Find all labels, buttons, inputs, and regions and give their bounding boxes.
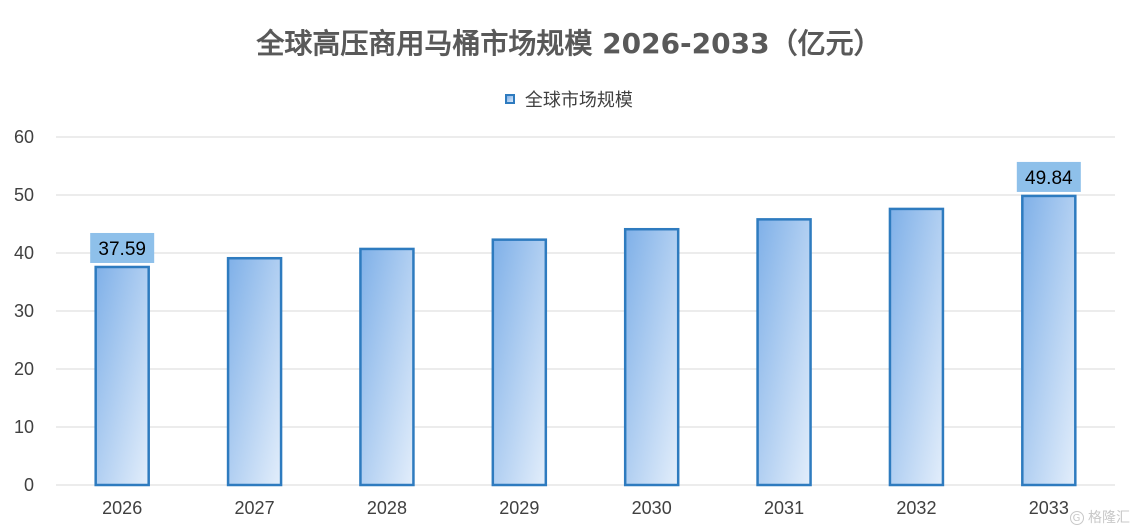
x-tick-label: 2030: [632, 498, 672, 518]
legend: 全球市场规模: [0, 86, 1138, 112]
data-label: 49.84: [1025, 168, 1073, 189]
bar: [756, 218, 812, 487]
bar: [623, 227, 680, 487]
legend-label: 全球市场规模: [524, 90, 633, 111]
bar: [359, 247, 415, 487]
y-tick-label: 0: [24, 475, 34, 495]
data-label-box: [1016, 161, 1081, 192]
chart-title: 全球高压商用马桶市场规模 2026-2033（亿元）: [256, 27, 882, 60]
y-tick-label: 60: [14, 127, 34, 147]
y-tick-label: 20: [14, 359, 34, 379]
x-tick-label: 2026: [102, 498, 142, 518]
y-tick-label: 30: [14, 301, 34, 321]
x-tick-label: 2032: [896, 498, 936, 518]
x-tick-label: 2033: [1029, 498, 1069, 518]
data-label: 37.59: [98, 239, 146, 260]
bar: [1021, 194, 1077, 487]
x-tick-label: 2031: [764, 498, 804, 518]
x-tick-label: 2028: [367, 498, 407, 518]
legend-swatch: [505, 94, 516, 104]
bar: [94, 265, 150, 487]
bar: [226, 256, 283, 487]
watermark: G 格隆汇: [1069, 507, 1130, 527]
watermark-text: 格隆汇: [1088, 510, 1130, 526]
x-tick-label: 2029: [499, 498, 539, 518]
logo-icon: G: [1069, 511, 1084, 525]
x-tick-label: 2027: [235, 498, 275, 518]
bar: [888, 207, 945, 487]
bar: [491, 238, 548, 487]
y-tick-label: 10: [14, 417, 34, 437]
y-tick-label: 40: [14, 243, 34, 263]
data-label-box: [90, 232, 155, 263]
y-tick-label: 50: [14, 185, 34, 205]
